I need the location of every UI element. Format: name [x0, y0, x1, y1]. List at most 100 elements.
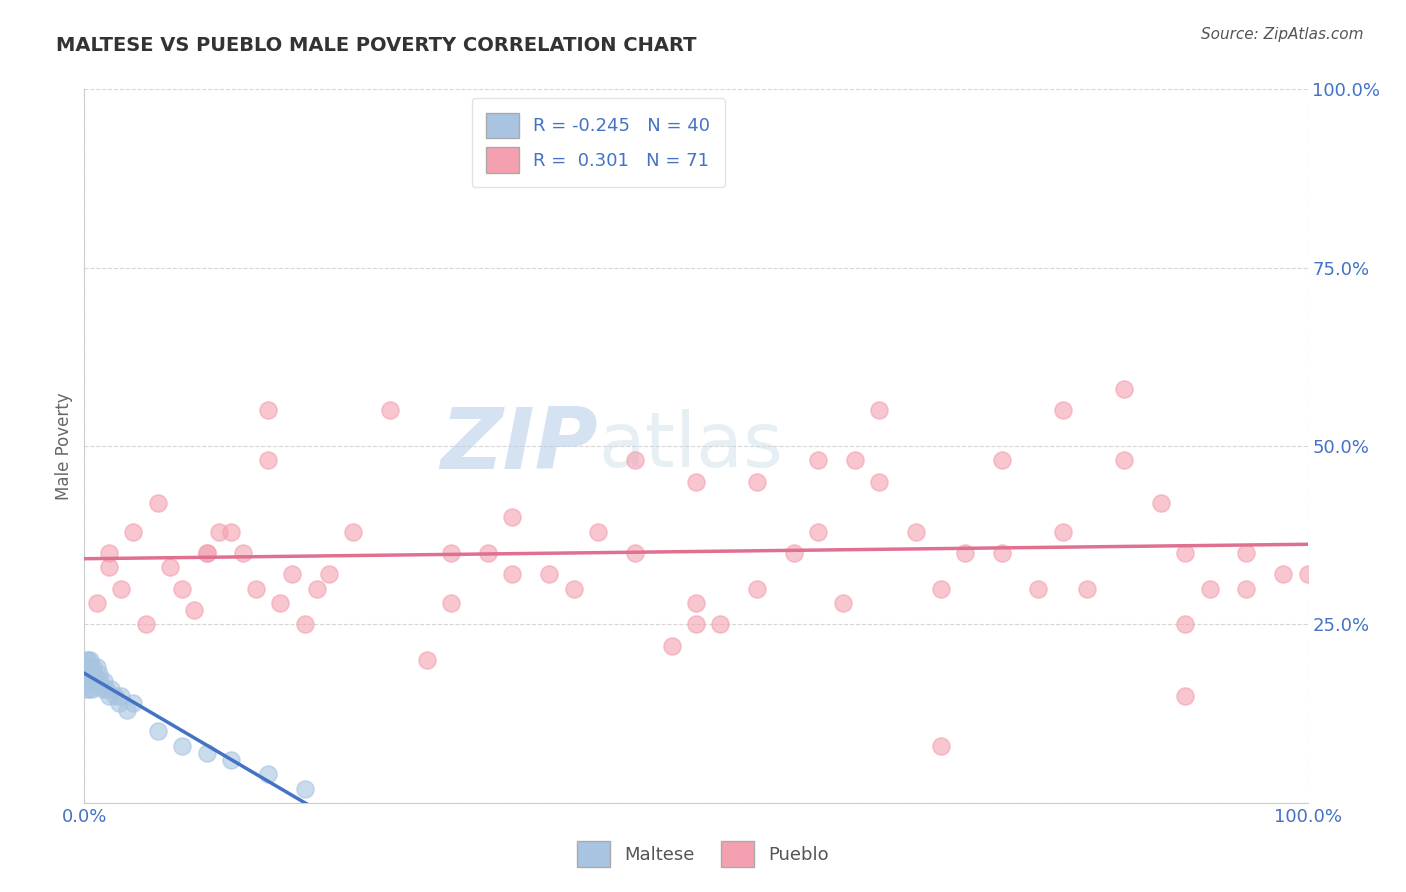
Point — [281, 567, 304, 582]
Point — [538, 567, 561, 582]
Point — [82, 674, 104, 689]
Point — [135, 617, 157, 632]
Point — [929, 739, 952, 753]
Point — [257, 403, 280, 417]
Point — [807, 524, 830, 539]
Point — [1028, 582, 1050, 596]
Point — [245, 582, 267, 596]
Point — [104, 689, 127, 703]
Point — [1236, 582, 1258, 596]
Point — [195, 546, 218, 560]
Point — [869, 475, 891, 489]
Point — [107, 696, 129, 710]
Point — [929, 582, 952, 596]
Point — [1174, 689, 1197, 703]
Point — [79, 674, 101, 689]
Point — [380, 403, 402, 417]
Point — [991, 453, 1014, 467]
Point — [624, 453, 647, 467]
Text: ZIP: ZIP — [440, 404, 598, 488]
Point — [77, 667, 100, 681]
Point — [82, 660, 104, 674]
Point — [91, 681, 114, 696]
Point — [97, 546, 120, 560]
Point — [685, 596, 707, 610]
Point — [1150, 496, 1173, 510]
Point — [1076, 582, 1098, 596]
Point — [86, 596, 108, 610]
Point — [77, 667, 100, 681]
Point — [172, 739, 194, 753]
Point — [1114, 453, 1136, 467]
Point — [305, 582, 328, 596]
Point — [93, 674, 115, 689]
Point — [905, 524, 928, 539]
Point — [75, 667, 97, 681]
Point — [1052, 403, 1074, 417]
Point — [502, 510, 524, 524]
Point — [232, 546, 254, 560]
Point — [195, 546, 218, 560]
Text: MALTESE VS PUEBLO MALE POVERTY CORRELATION CHART: MALTESE VS PUEBLO MALE POVERTY CORRELATI… — [56, 36, 697, 54]
Point — [953, 546, 976, 560]
Point — [1052, 524, 1074, 539]
Point — [709, 617, 731, 632]
Point — [342, 524, 364, 539]
Point — [208, 524, 231, 539]
Point — [294, 781, 316, 796]
Y-axis label: Male Poverty: Male Poverty — [55, 392, 73, 500]
Point — [1114, 382, 1136, 396]
Point — [747, 582, 769, 596]
Point — [1174, 617, 1197, 632]
Point — [146, 724, 169, 739]
Point — [77, 660, 100, 674]
Point — [586, 524, 609, 539]
Point — [80, 681, 103, 696]
Point — [86, 660, 108, 674]
Point — [1236, 546, 1258, 560]
Point — [79, 660, 101, 674]
Point — [97, 560, 120, 574]
Point — [76, 660, 98, 674]
Point — [1272, 567, 1295, 582]
Point — [257, 453, 280, 467]
Point — [831, 596, 853, 610]
Point — [115, 703, 138, 717]
Point — [991, 546, 1014, 560]
Legend: R = -0.245   N = 40, R =  0.301   N = 71: R = -0.245 N = 40, R = 0.301 N = 71 — [471, 98, 724, 187]
Legend: Maltese, Pueblo: Maltese, Pueblo — [569, 834, 837, 874]
Point — [86, 674, 108, 689]
Text: atlas: atlas — [598, 409, 783, 483]
Point — [1174, 546, 1197, 560]
Point — [100, 681, 122, 696]
Point — [146, 496, 169, 510]
Point — [807, 453, 830, 467]
Point — [440, 596, 463, 610]
Point — [110, 689, 132, 703]
Point — [77, 681, 100, 696]
Point — [783, 546, 806, 560]
Point — [502, 567, 524, 582]
Point — [195, 746, 218, 760]
Point — [122, 524, 145, 539]
Point — [562, 582, 585, 596]
Point — [624, 546, 647, 560]
Point — [294, 617, 316, 632]
Point — [1198, 582, 1220, 596]
Point — [80, 667, 103, 681]
Point — [97, 689, 120, 703]
Point — [159, 560, 181, 574]
Point — [219, 753, 242, 767]
Point — [685, 475, 707, 489]
Point — [685, 617, 707, 632]
Point — [869, 403, 891, 417]
Point — [75, 681, 97, 696]
Point — [83, 667, 105, 681]
Point — [183, 603, 205, 617]
Point — [87, 667, 110, 681]
Point — [661, 639, 683, 653]
Point — [77, 674, 100, 689]
Point — [440, 546, 463, 560]
Point — [257, 767, 280, 781]
Point — [172, 582, 194, 596]
